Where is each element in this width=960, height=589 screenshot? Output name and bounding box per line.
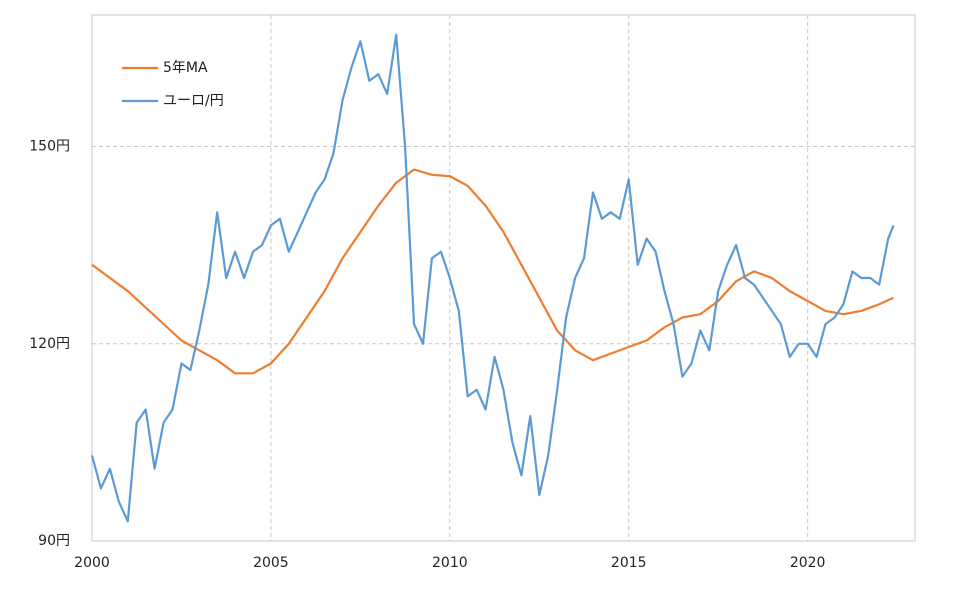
- x-tick-label: 2020: [790, 555, 826, 571]
- series-line: [90, 33, 895, 523]
- legend-label: ユーロ/円: [163, 93, 224, 109]
- series-line: [91, 168, 894, 375]
- legend-label: 5年MA: [163, 60, 208, 76]
- x-tick-label: 2000: [74, 555, 110, 571]
- x-tick-label: 2010: [432, 555, 468, 571]
- y-tick-label: 150円: [29, 139, 70, 155]
- x-tick-label: 2005: [253, 555, 289, 571]
- y-tick-label: 120円: [29, 336, 70, 352]
- y-tick-label: 90円: [38, 533, 70, 549]
- x-tick-label: 2015: [611, 555, 647, 571]
- plot-frame: [91, 14, 916, 542]
